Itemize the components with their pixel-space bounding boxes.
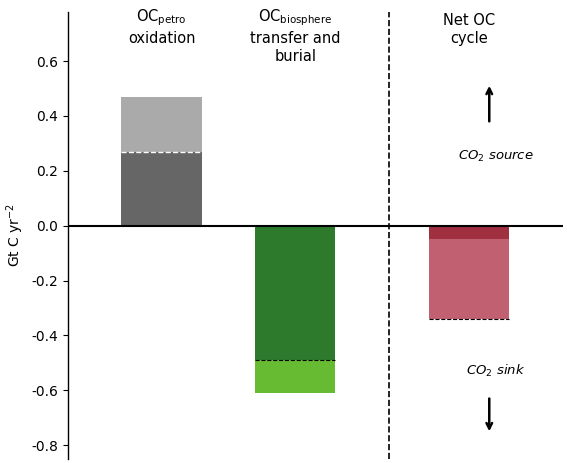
Text: OC$_{\mathrm{petro}}$: OC$_{\mathrm{petro}}$: [136, 7, 187, 28]
Text: burial: burial: [274, 49, 316, 64]
Text: OC$_{\mathrm{biosphere}}$: OC$_{\mathrm{biosphere}}$: [258, 7, 332, 28]
Text: transfer and: transfer and: [250, 31, 341, 46]
Bar: [121, 151, 202, 225]
Text: Net OC: Net OC: [443, 13, 495, 28]
Text: cycle: cycle: [450, 31, 488, 46]
Text: $CO_2$ sink: $CO_2$ sink: [466, 363, 526, 379]
Bar: [429, 225, 509, 239]
Bar: [429, 225, 509, 319]
Bar: [255, 225, 336, 360]
Y-axis label: Gt C yr$^{-2}$: Gt C yr$^{-2}$: [4, 203, 26, 267]
Bar: [255, 360, 336, 393]
Text: oxidation: oxidation: [128, 31, 195, 46]
Bar: [121, 97, 202, 151]
Text: $CO_2$ source: $CO_2$ source: [458, 149, 534, 164]
